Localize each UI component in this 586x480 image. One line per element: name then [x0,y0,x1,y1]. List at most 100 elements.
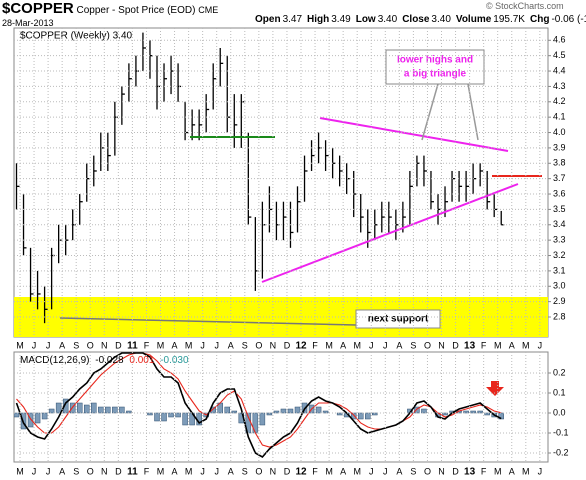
exchange: CME [198,5,219,15]
triangle-lower [261,183,519,283]
histogram-bar [105,406,111,414]
histogram-bar [76,402,83,414]
x-tick-label: 12 [295,341,307,352]
histogram-bar [280,408,287,414]
y-tick-label: -0.2 [553,447,569,457]
price-legend: $COPPER (Weekly) 3.40 [20,31,133,42]
x-tick-label: J [383,466,388,476]
quote: Open 3.47 High 3.49 Low 3.40 Close 3.40 Volume 19… [255,14,586,25]
y-tick-label: 0.1 [553,387,566,397]
x-tick-label: N [438,466,445,476]
x-tick-label: M [16,466,24,476]
y-tick-label: 3.2 [553,250,566,260]
x-tick-label: M [157,340,165,350]
x-tick-label: J [200,340,205,350]
histogram-bar [168,412,174,418]
histogram-bar [498,412,504,420]
triangle-upper [319,117,509,152]
header: $COPPER Copper - Spot Price (EOD) CME [2,0,218,17]
note: next support [368,314,429,325]
x-tick-label: O [87,466,94,476]
y-tick-label: 2.8 [553,311,566,321]
x-tick-label: 13 [464,467,476,478]
x-tick-label: M [494,466,502,476]
histogram-bar [463,410,469,414]
y-tick-label: 4.2 [553,96,566,106]
histogram-bar [175,412,181,418]
callout [421,83,439,141]
x-tick-label: D [115,466,122,476]
histogram-bar [231,410,238,414]
x-tick-label: M [353,466,361,476]
y-tick-label: 2.9 [553,296,566,306]
x-tick-label: A [59,466,65,476]
x-tick-label: 12 [295,467,307,478]
x-tick-label: F [312,466,318,476]
histogram-bar [273,410,280,414]
y-tick-label: 4.6 [553,35,566,45]
x-tick-label: S [242,340,248,350]
histogram-bar [41,412,48,420]
subtitle: Copper - Spot Price (EOD) [76,5,196,16]
y-tick-label: 3.1 [553,265,566,275]
quote-label: High [307,14,330,25]
hist-readout: -0.030 [160,355,189,366]
histogram-bar [34,412,41,424]
x-tick-label: 13 [464,341,476,352]
x-tick-label: J [200,466,205,476]
note: a big triangle [404,69,467,80]
x-tick-label: J [214,340,219,350]
x-tick-label: 11 [127,467,138,478]
x-tick-label: N [438,340,445,350]
x-tick-label: J [538,340,543,350]
x-tick-label: A [59,340,65,350]
histogram-bar [421,408,427,414]
quote-value: 3.47 [282,14,303,25]
callout [467,83,479,141]
histogram-bar [259,412,266,426]
y-tick-label: 3.5 [553,204,566,214]
x-tick-label: A [509,340,515,350]
histogram-bar [322,410,329,414]
x-tick-label: J [46,466,51,476]
histogram-bar [112,406,118,414]
y-tick-label: 3.8 [553,158,566,168]
histogram-bar [365,412,371,420]
x-tick-label: A [396,340,402,350]
x-tick-label: D [115,340,122,350]
quote-value: 3.49 [331,14,351,25]
x-tick-label: F [144,340,150,350]
x-tick-label: A [396,466,402,476]
y-tick-label: 0.2 [553,367,566,377]
quote-label: Close [402,14,430,25]
x-tick-label: S [410,466,416,476]
x-tick-label: J [214,466,219,476]
histogram-bar [477,410,483,414]
histogram-bar [287,408,294,414]
quote-value: 195.7K [493,14,525,25]
note: lower highs and [397,55,473,66]
y-tick-label: 0.0 [553,407,566,417]
x-tick-label: 11 [127,341,138,352]
x-tick-label: D [284,340,291,350]
date: 28-Mar-2013 [2,18,54,28]
x-tick-label: M [185,466,193,476]
histogram-bar [336,412,343,416]
quote-label: Open [255,14,281,25]
histogram-bar [315,406,322,414]
x-tick-label: J [383,340,388,350]
y-tick-label: 3.3 [553,235,566,245]
credit: © StockCharts.com [486,1,564,11]
x-tick-label: M [157,466,165,476]
x-tick-label: M [522,466,530,476]
histogram-bar [182,412,188,426]
histogram-bar [14,412,20,418]
histogram-bar [27,412,34,428]
x-tick-label: A [228,340,234,350]
x-tick-label: S [242,466,248,476]
x-tick-label: F [481,340,487,350]
x-tick-label: J [369,466,374,476]
x-tick-label: J [369,340,374,350]
x-tick-label: M [522,340,530,350]
